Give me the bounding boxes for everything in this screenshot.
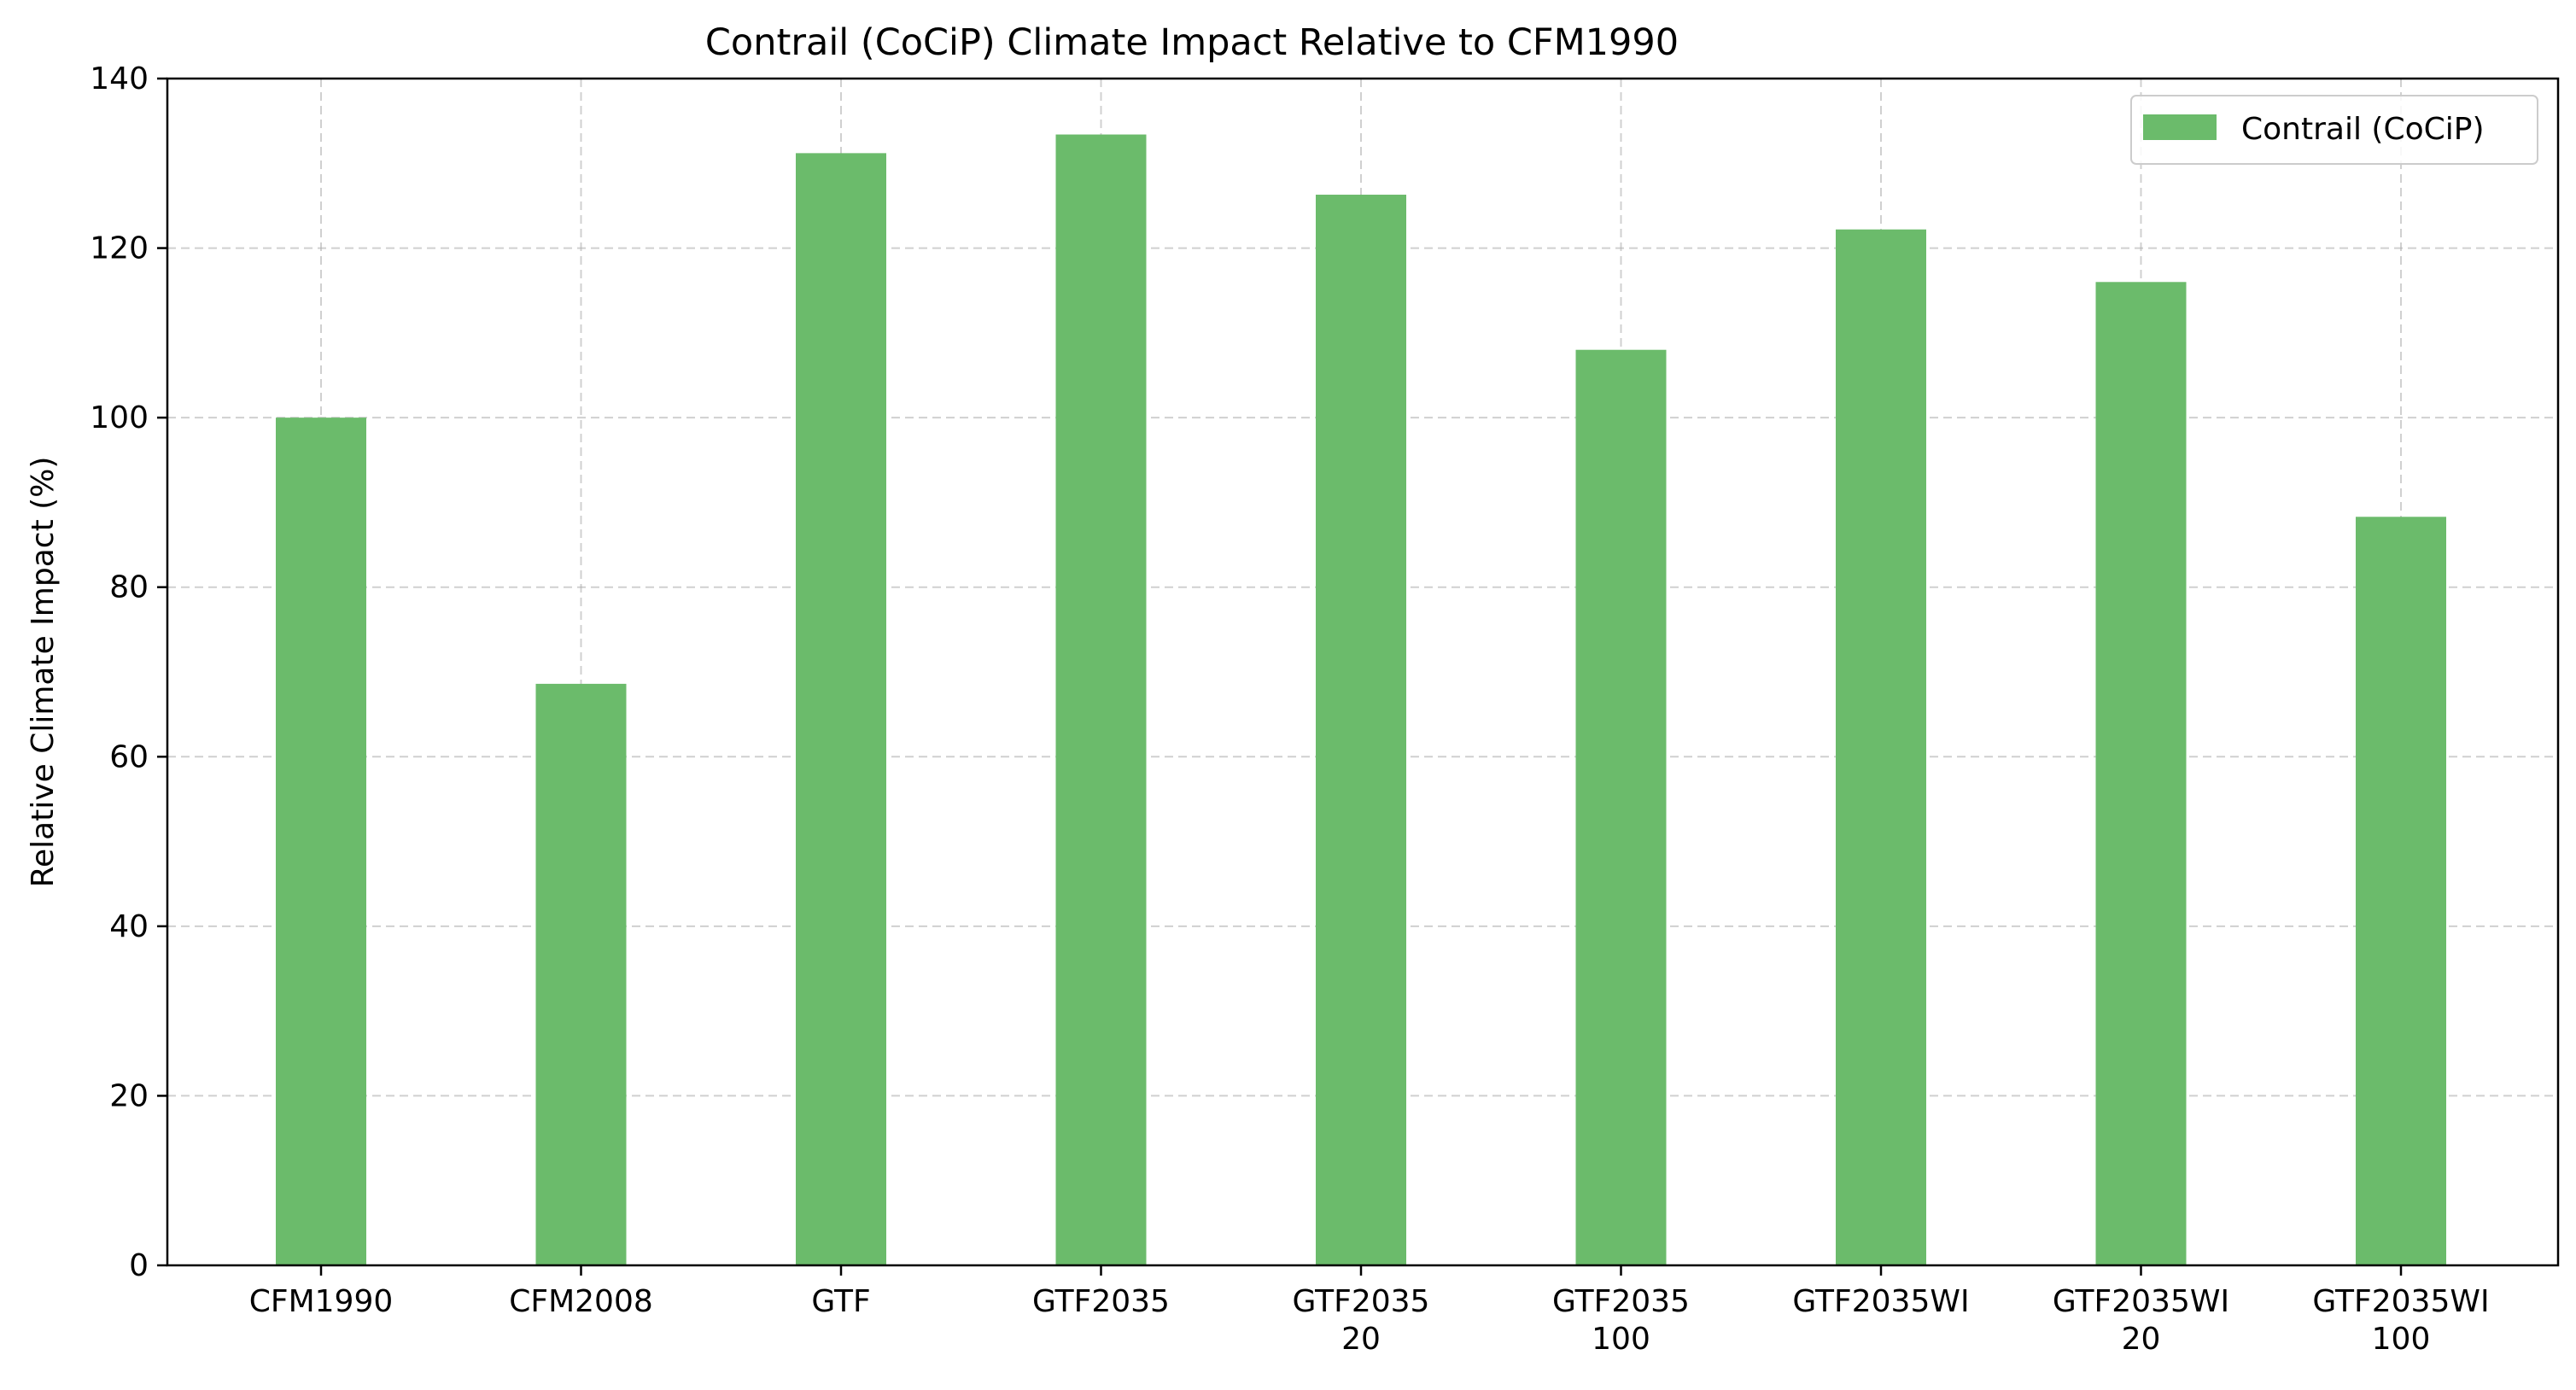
legend-swatch xyxy=(2143,114,2217,140)
y-axis-ticks: 0 20 40 60 80 100 120 140 xyxy=(90,61,167,1283)
bar xyxy=(796,153,886,1265)
bar xyxy=(1316,195,1406,1265)
x-tick-label: GTF2035 20 xyxy=(1293,1284,1430,1357)
x-tick-label: GTF2035 xyxy=(1032,1284,1170,1319)
legend-box xyxy=(2130,95,2538,165)
x-tick-label: GTF2035WI xyxy=(1792,1284,1969,1319)
y-axis-label: Relative Climate Impact (%) xyxy=(26,457,61,888)
bar xyxy=(1575,349,1667,1265)
bar xyxy=(276,418,366,1266)
x-tick-label: GTF2035WI 20 xyxy=(2053,1284,2229,1357)
chart-title: Contrail (CoCiP) Climate Impact Relative… xyxy=(705,21,1679,64)
y-tick-label: 100 xyxy=(90,400,149,435)
y-tick-label: 120 xyxy=(90,231,149,266)
y-tick-label: 80 xyxy=(109,570,149,605)
x-tick-label: CFM1990 xyxy=(249,1284,394,1319)
y-tick-label: 140 xyxy=(90,61,149,96)
plot-frame xyxy=(166,77,2560,1267)
legend-label-contrail: Contrail (CoCiP) xyxy=(2241,112,2485,147)
x-tick-label: GTF xyxy=(811,1284,870,1319)
x-axis-ticks: CFM1990 CFM2008 GTF GTF2035 GTF2035 20 GTF2035… xyxy=(249,1265,2490,1357)
legend: Contrail (CoCiP) xyxy=(2130,95,2538,165)
x-tick-label: CFM2008 xyxy=(509,1284,653,1319)
bar xyxy=(535,683,627,1265)
bars xyxy=(276,134,2446,1266)
bar xyxy=(2095,282,2187,1266)
y-tick-label: 40 xyxy=(109,909,149,944)
y-tick-label: 60 xyxy=(109,739,149,774)
x-tick-label: GTF2035 100 xyxy=(1552,1284,1690,1357)
bar xyxy=(1055,134,1147,1265)
y-tick-label: 0 xyxy=(129,1248,149,1283)
bar xyxy=(1836,229,1926,1266)
x-tick-label: GTF2035WI 100 xyxy=(2312,1284,2489,1357)
y-tick-label: 20 xyxy=(109,1078,149,1113)
bar xyxy=(2356,517,2446,1265)
